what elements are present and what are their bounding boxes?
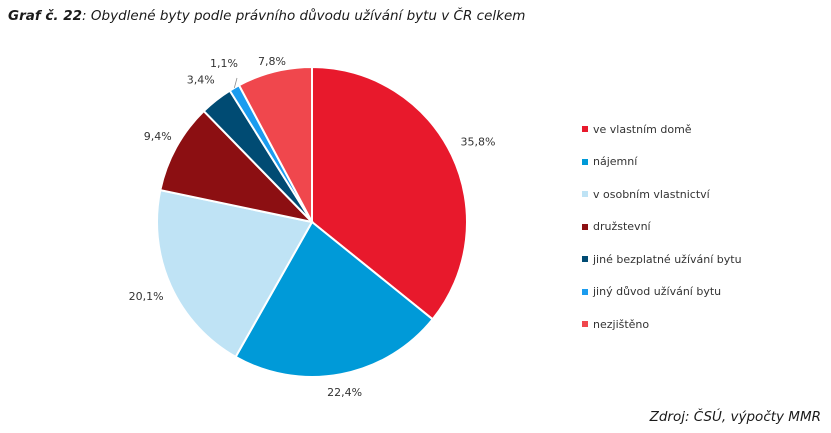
data-label-jine-bezplatne-uzivani-bytu: 3,4% <box>187 73 215 86</box>
chart-title-text: : Obydlené byty podle právního důvodu už… <box>82 8 526 24</box>
legend-item-druzstevni: družstevní <box>582 211 742 244</box>
data-label-jiny-duvod-uzivani-bytu: 1,1% <box>210 57 238 70</box>
pie-slices <box>156 65 468 378</box>
legend-swatch <box>582 321 588 328</box>
legend-item-ve-vlastnim-dome: ve vlastním domě <box>582 113 742 146</box>
pie-slice-najemni <box>234 220 435 378</box>
data-label-najemni: 22,4% <box>327 386 362 399</box>
legend-swatch <box>582 158 588 165</box>
legend-swatch <box>582 223 588 230</box>
legend-label: ve vlastním domě <box>593 122 692 136</box>
data-label-nezjisteno: 7,8% <box>258 55 286 68</box>
data-label-v-osobnim-vlastnictvi: 20,1% <box>129 290 164 303</box>
legend-label: družstevní <box>593 220 651 234</box>
pie-slice-nezjisteno <box>237 65 313 223</box>
pie-leader-lines <box>233 77 238 88</box>
chart-title: Graf č. 22: Obydlené byty podle právního… <box>8 8 525 24</box>
source-note: Zdroj: ČSÚ, výpočty MMR <box>649 409 821 425</box>
legend-swatch <box>582 191 588 198</box>
chart-legend: ve vlastním domě nájemní v osobním vlastni… <box>582 113 742 341</box>
legend-label: nezjištěno <box>593 317 650 331</box>
pie-slice-ve-vlastnim-dome <box>311 65 468 321</box>
data-label-druzstevni: 9,4% <box>144 130 172 143</box>
legend-swatch <box>582 126 588 133</box>
pie-slice-druzstevni <box>159 109 316 224</box>
legend-item-jiny-duvod-uzivani-bytu: jiný důvod užívání bytu <box>582 276 742 309</box>
legend-swatch <box>582 256 588 263</box>
legend-item-nezjisteno: nezjištěno <box>582 308 742 341</box>
chart-title-lead: Graf č. 22 <box>8 8 83 24</box>
legend-item-v-osobnim-vlastnictvi: v osobním vlastnictví <box>582 178 742 211</box>
legend-swatch <box>582 288 588 295</box>
legend-item-jine-bezplatne-uzivani-bytu: jiné bezplatné užívání bytu <box>582 243 742 276</box>
leader-line-jiny-duvod-uzivani-bytu <box>233 77 238 88</box>
legend-label: jiné bezplatné užívání bytu <box>593 252 742 266</box>
pie-slice-v-osobnim-vlastnictvi <box>156 188 314 359</box>
data-label-ve-vlastnim-dome: 35,8% <box>461 136 496 149</box>
legend-label: nájemní <box>593 155 638 169</box>
pie-data-labels: 35,8% 22,4% 20,1% 9,4% 3,4% 1,1% 7,8% <box>129 55 496 399</box>
legend-item-najemni: nájemní <box>582 146 742 179</box>
legend-label: jiný důvod užívání bytu <box>593 285 722 299</box>
legend-label: v osobním vlastnictví <box>593 187 710 201</box>
